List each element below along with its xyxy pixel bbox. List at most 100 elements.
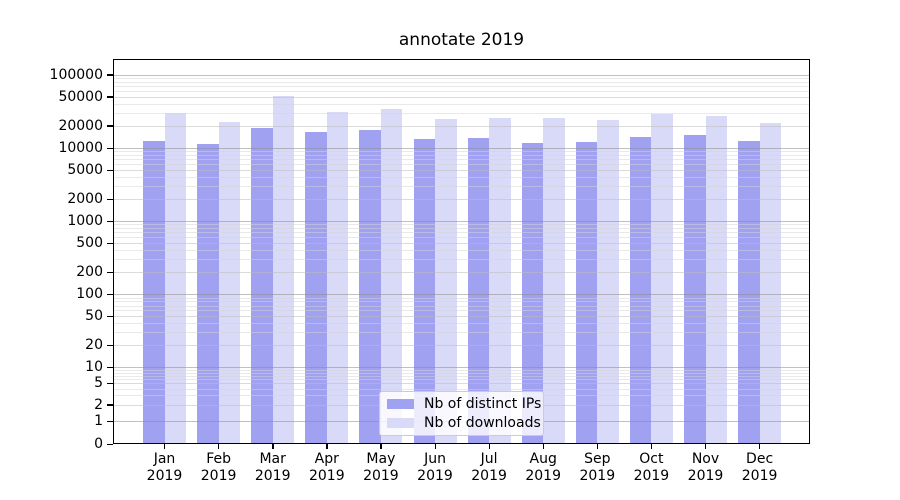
y-tick-mark (107, 420, 113, 422)
gridline (114, 383, 809, 385)
y-tick-label: 100 (76, 286, 103, 303)
gridline (114, 221, 809, 223)
bar-downloads-nov (705, 115, 727, 444)
gridline (114, 332, 809, 334)
gridline (114, 81, 809, 83)
y-tick-mark (107, 220, 113, 222)
y-tick-label: 50000 (58, 88, 103, 105)
gridline (114, 199, 809, 201)
gridline (114, 310, 809, 312)
bar-ips-mar (251, 128, 273, 444)
legend: Nb of distinct IPs Nb of downloads (379, 391, 544, 436)
gridline (114, 78, 809, 80)
y-tick-label: 1000 (67, 213, 103, 230)
gridline (114, 113, 809, 115)
y-tick-label: 50 (85, 308, 103, 325)
x-tick-mark (218, 444, 220, 449)
bar-downloads-may (380, 108, 403, 444)
gridline (114, 96, 809, 98)
gridline (114, 259, 809, 261)
bar-ips-aug (521, 142, 544, 444)
y-tick-label: 5000 (67, 162, 103, 178)
y-tick-mark (107, 96, 113, 98)
gridline (114, 148, 809, 149)
y-tick-mark (107, 344, 113, 347)
y-tick-mark (107, 271, 113, 274)
bar-ips-nov (684, 134, 706, 444)
gridline (114, 250, 809, 252)
y-tick-label: 200 (76, 264, 103, 281)
bar-ips-sep (575, 141, 598, 444)
gridline (114, 224, 809, 226)
y-tick-mark (107, 198, 113, 200)
y-tick-label: 100000 (49, 66, 103, 83)
x-tick-label: Jun 2019 (417, 451, 453, 484)
gridline (114, 170, 809, 171)
bar-downloads-mar (272, 96, 295, 444)
x-tick-mark (759, 444, 761, 449)
gridline (114, 379, 809, 381)
bar-ips-apr (305, 132, 327, 444)
y-tick-label: 1 (94, 413, 103, 429)
y-tick-label: 500 (76, 235, 103, 252)
gridline (114, 237, 809, 239)
y-tick-label: 0 (94, 436, 103, 452)
gridline (114, 305, 809, 307)
y-tick-mark (107, 443, 113, 445)
y-tick-mark (107, 242, 113, 244)
gridline (114, 367, 809, 369)
gridline (114, 155, 809, 157)
gridline (114, 375, 809, 377)
y-tick-label: 20 (85, 337, 103, 354)
x-tick-mark (380, 444, 382, 449)
gridline (114, 74, 809, 76)
y-tick-mark (107, 366, 113, 369)
legend-swatch-downloads (387, 418, 414, 429)
x-tick-mark (488, 444, 490, 449)
gridline (114, 164, 809, 166)
gridline (114, 125, 809, 127)
gridline (114, 323, 809, 325)
x-tick-mark (705, 444, 707, 449)
bar-downloads-feb (218, 122, 241, 444)
gridline (114, 232, 809, 234)
gridline (114, 91, 809, 93)
bar-downloads-sep (597, 119, 619, 444)
x-tick-mark (326, 444, 328, 449)
x-tick-label: Feb 2019 (200, 451, 237, 484)
y-tick-label: 5 (94, 375, 103, 392)
gridline (114, 86, 809, 88)
y-tick-mark (107, 382, 113, 385)
bar-downloads-jan (164, 113, 186, 444)
gridline (114, 228, 809, 230)
gridline (114, 272, 809, 274)
gridline (114, 369, 809, 371)
y-tick-label: 2000 (67, 191, 103, 208)
y-tick-mark (107, 125, 113, 127)
bar-ips-feb (197, 143, 219, 444)
x-tick-label: Jan 2019 (146, 451, 183, 484)
bar-ips-oct (629, 136, 652, 444)
gridline (114, 345, 809, 347)
y-tick-mark (107, 404, 113, 406)
legend-swatch-distinct-ips (387, 398, 414, 409)
x-tick-label: May 2019 (363, 451, 399, 484)
gridline (114, 294, 809, 296)
x-tick-label: Sep 2019 (579, 451, 616, 484)
x-tick-label: Jul 2019 (471, 451, 507, 484)
y-tick-label: 20000 (58, 117, 103, 134)
y-tick-label: 10 (85, 359, 103, 376)
legend-item-downloads: Nb of downloads (380, 415, 543, 431)
gridline (114, 372, 809, 374)
x-tick-mark (272, 444, 274, 449)
x-tick-label: Apr 2019 (308, 451, 345, 484)
gridline (114, 297, 809, 299)
x-tick-label: Oct 2019 (633, 451, 670, 484)
bar-downloads-jun (435, 118, 457, 444)
x-tick-mark (596, 444, 599, 449)
y-tick-mark (107, 74, 113, 76)
x-tick-mark (542, 444, 545, 449)
legend-label-downloads: Nb of downloads (424, 415, 541, 432)
y-tick-mark (107, 293, 113, 296)
